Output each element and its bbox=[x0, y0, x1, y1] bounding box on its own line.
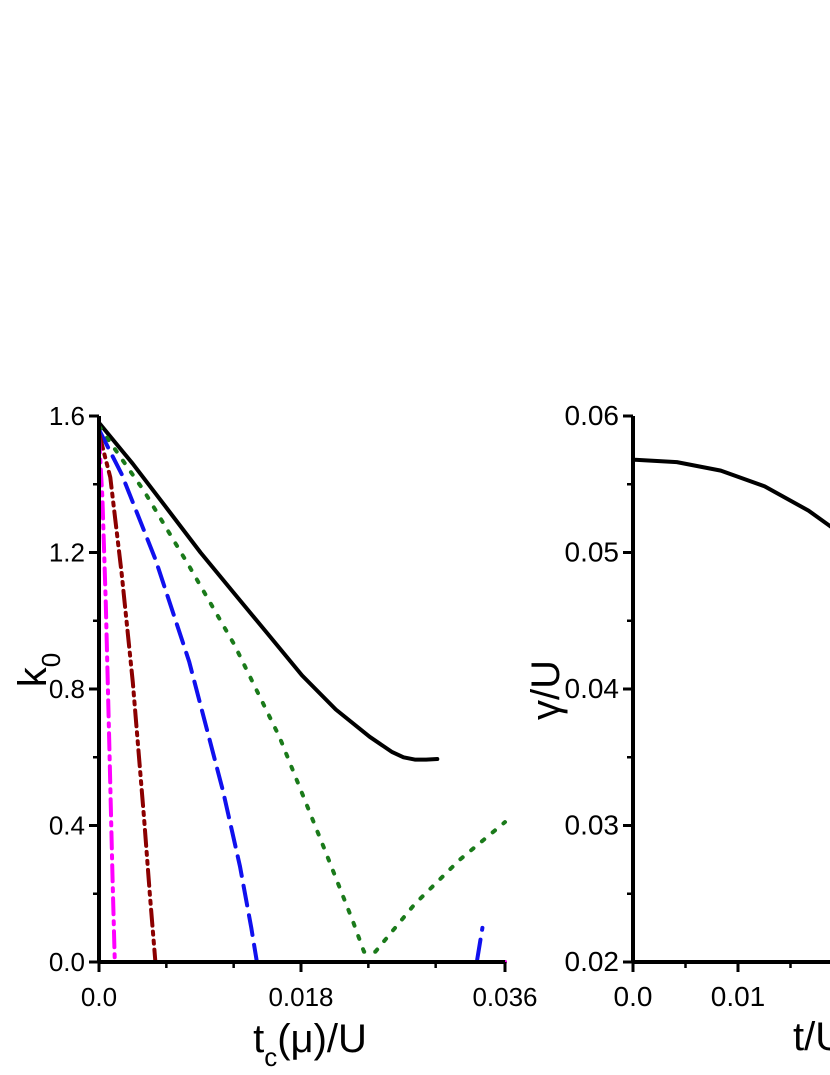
left-y-tick-label: 0.8 bbox=[49, 674, 85, 704]
left-series-0-line bbox=[98, 420, 440, 762]
right-x-tick-label: 0.01 bbox=[711, 981, 766, 1012]
left-y-tick-label: 0.4 bbox=[49, 811, 85, 841]
right-y-tick-label: 0.05 bbox=[565, 537, 620, 568]
left-y-axis-title: k0 bbox=[11, 653, 66, 687]
left-x-tick-label: 0.036 bbox=[472, 982, 537, 1012]
right-y-tick-label: 0.06 bbox=[565, 400, 620, 431]
right-series-0-line bbox=[632, 457, 830, 529]
right-chart: 0.020.030.040.050.060.00.010. t/U γ/U bbox=[524, 400, 830, 1059]
left-x-axis-title: tc(μ)/U bbox=[253, 1017, 367, 1072]
left-y-tick-label: 1.2 bbox=[49, 538, 85, 568]
left-y-tick-label: 0.0 bbox=[49, 947, 85, 977]
right-x-tick-label: 0.0 bbox=[614, 981, 653, 1012]
left-y-tick-label: 1.6 bbox=[49, 401, 85, 431]
left-series-1-line bbox=[98, 424, 507, 954]
right-ticks: 0.020.030.040.050.060.00.010. bbox=[565, 400, 792, 1012]
right-y-axis-title: γ/U bbox=[524, 660, 568, 720]
left-curves bbox=[98, 420, 507, 964]
left-series-3-line bbox=[98, 431, 507, 964]
left-x-tick-label: 0.0 bbox=[81, 982, 117, 1012]
right-y-tick-label: 0.02 bbox=[565, 946, 620, 977]
left-x-tick-label: 0.018 bbox=[268, 982, 333, 1012]
right-x-axis-title: t/U bbox=[793, 1015, 830, 1059]
right-y-tick-label: 0.03 bbox=[565, 810, 620, 841]
right-curves bbox=[632, 457, 830, 529]
left-series-4-line bbox=[98, 434, 507, 964]
left-ticks: 0.0 0.4 0.8 1.2 1.6 0.0 0.018 0.036 bbox=[49, 401, 538, 1012]
right-y-tick-label: 0.04 bbox=[565, 673, 620, 704]
right-axes bbox=[631, 416, 830, 964]
left-chart: 0.0 0.4 0.8 1.2 1.6 0.0 0.018 0.036 tc(μ)/U k0 bbox=[11, 401, 538, 1072]
